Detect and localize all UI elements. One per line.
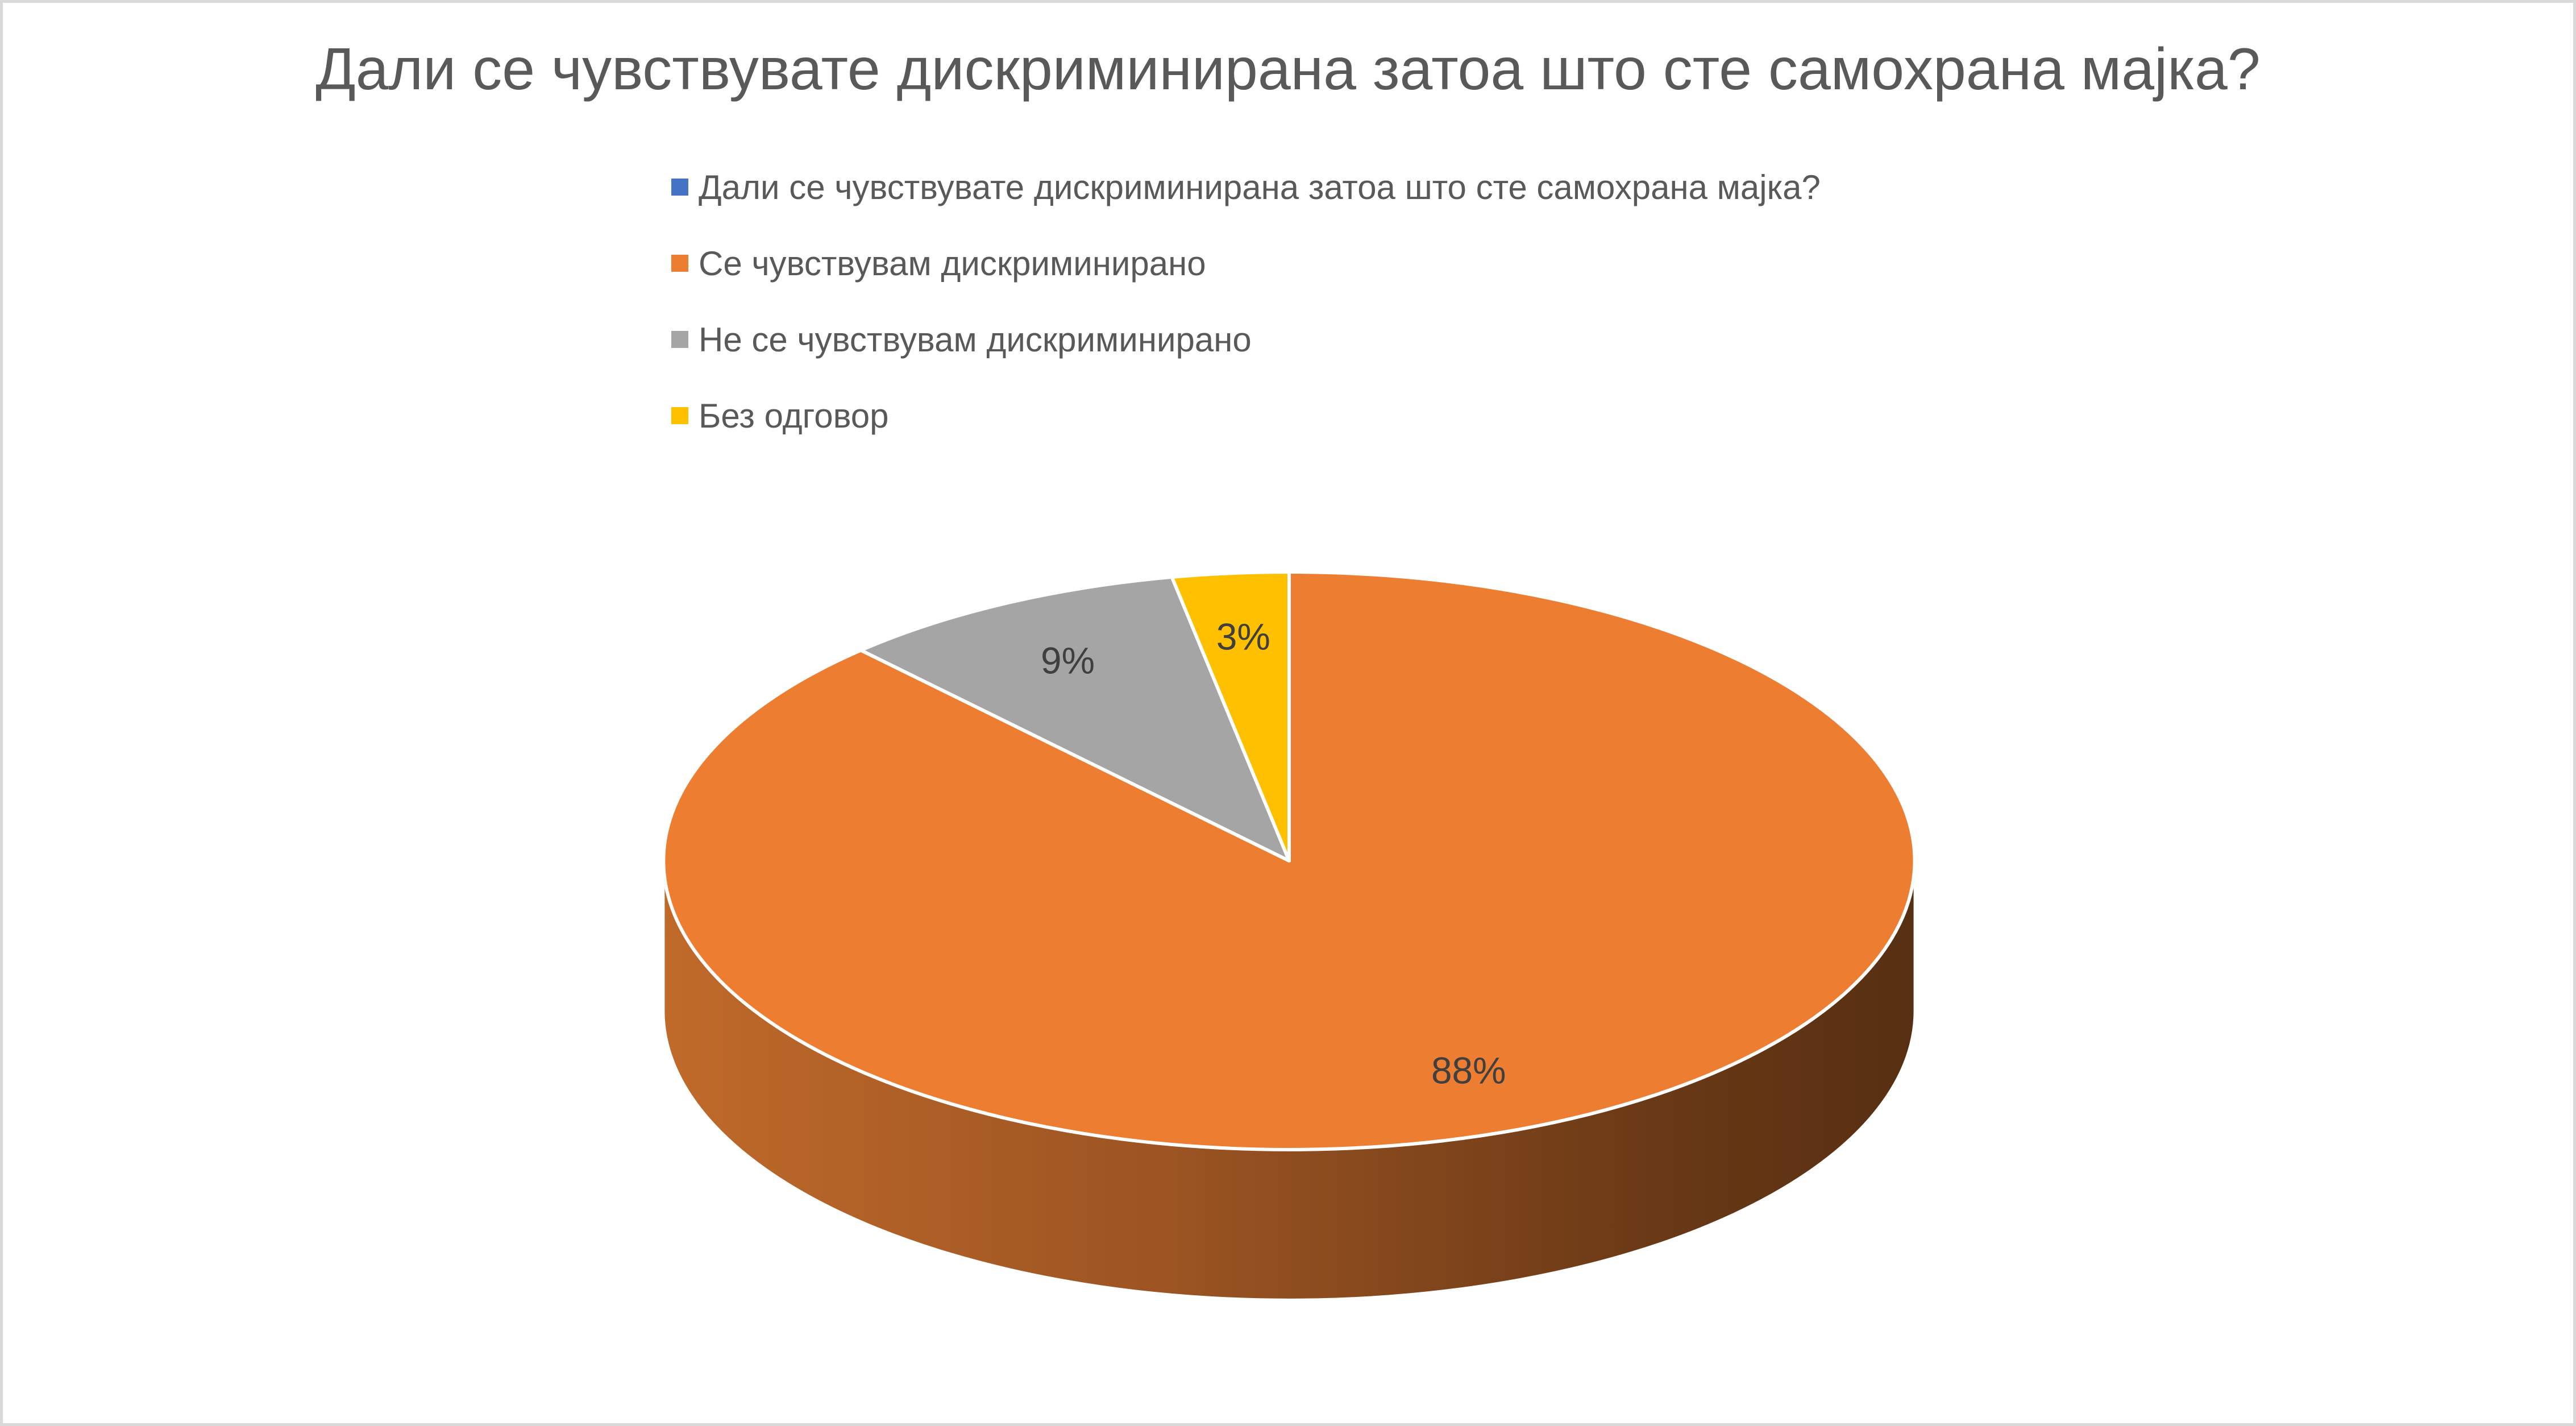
legend: Дали се чувствувате дискриминирана затоа…: [671, 167, 1821, 436]
pie-slice-label-1: 9%: [1041, 639, 1095, 681]
legend-color-swatch: [671, 179, 688, 196]
legend-item-label: Без одговор: [699, 396, 889, 435]
legend-item-label: Не се чувствувам дискриминирано: [699, 320, 1252, 359]
pie-slice-label-2: 3%: [1216, 616, 1270, 658]
legend-color-swatch: [671, 255, 688, 272]
legend-color-swatch: [671, 331, 688, 348]
legend-item-3: Без одговор: [671, 395, 1821, 436]
legend-item-0: Дали се чувствувате дискриминирана затоа…: [671, 167, 1821, 208]
pie-chart: 88% 9% 3%: [662, 570, 1917, 1301]
legend-item-label: Дали се чувствувате дискриминирана затоа…: [699, 168, 1821, 206]
legend-item-label: Се чувствувам дискриминирано: [699, 244, 1206, 283]
chart-title: Дали се чувствувате дискриминирана затоа…: [315, 36, 2261, 102]
legend-item-1: Се чувствувам дискриминирано: [671, 243, 1821, 284]
pie-group: 88% 9% 3%: [662, 570, 1917, 1301]
pie-slice-2: [1170, 570, 1291, 863]
pie-slice-label-0: 88%: [1431, 1049, 1506, 1091]
legend-item-2: Не се чувствувам дискриминирано: [671, 319, 1821, 360]
legend-color-swatch: [671, 407, 688, 424]
pie-slice-1: [859, 575, 1291, 863]
